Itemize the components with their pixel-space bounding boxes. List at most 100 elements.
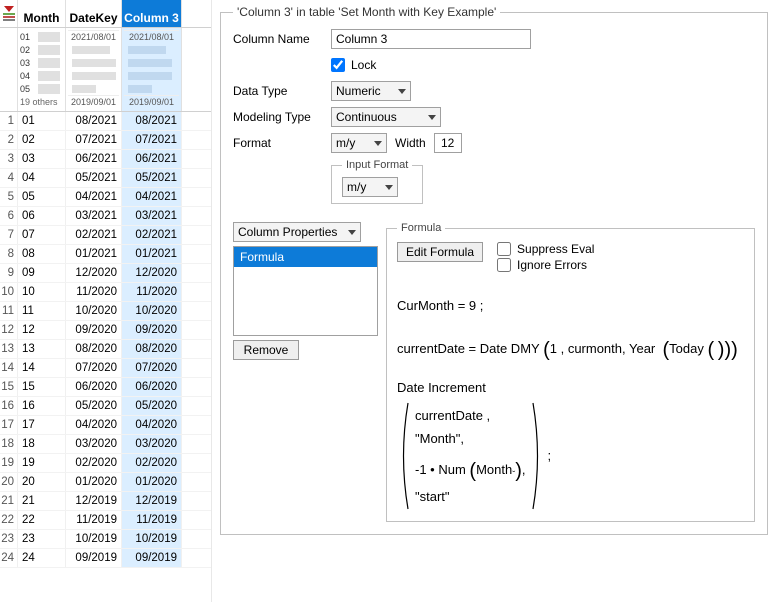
ignore-errors-checkbox[interactable]: Ignore Errors	[497, 258, 594, 272]
table-row[interactable]: 181803/202003/2020	[0, 435, 211, 454]
cell-datekey[interactable]: 02/2021	[66, 226, 122, 244]
table-row[interactable]: 60603/202103/2021	[0, 207, 211, 226]
cell-column3[interactable]: 04/2020	[122, 416, 182, 434]
cell-month[interactable]: 11	[18, 302, 66, 320]
cell-column3[interactable]: 10/2020	[122, 302, 182, 320]
cell-column3[interactable]: 12/2020	[122, 264, 182, 282]
table-row[interactable]: 232310/201910/2019	[0, 530, 211, 549]
table-row[interactable]: 161605/202005/2020	[0, 397, 211, 416]
cell-datekey[interactable]: 05/2020	[66, 397, 122, 415]
cell-datekey[interactable]: 09/2020	[66, 321, 122, 339]
properties-listbox[interactable]: Formula	[233, 246, 378, 336]
column-properties-combo[interactable]: Column Properties	[233, 222, 361, 242]
cell-datekey[interactable]: 05/2021	[66, 169, 122, 187]
cell-column3[interactable]: 01/2021	[122, 245, 182, 263]
table-row[interactable]: 40405/202105/2021	[0, 169, 211, 188]
cell-column3[interactable]: 06/2020	[122, 378, 182, 396]
table-row[interactable]: 30306/202106/2021	[0, 150, 211, 169]
column-header-column3[interactable]: Column 3	[122, 0, 182, 27]
table-row[interactable]: 141407/202007/2020	[0, 359, 211, 378]
cell-datekey[interactable]: 07/2020	[66, 359, 122, 377]
table-row[interactable]: 242409/201909/2019	[0, 549, 211, 568]
cell-column3[interactable]: 08/2020	[122, 340, 182, 358]
cell-month[interactable]: 22	[18, 511, 66, 529]
cell-month[interactable]: 24	[18, 549, 66, 567]
column-header-month[interactable]: Month	[18, 0, 66, 27]
table-row[interactable]: 20207/202107/2021	[0, 131, 211, 150]
cell-column3[interactable]: 10/2019	[122, 530, 182, 548]
cell-datekey[interactable]: 01/2020	[66, 473, 122, 491]
format-combo[interactable]: m/y	[331, 133, 387, 153]
cell-column3[interactable]: 11/2019	[122, 511, 182, 529]
table-row[interactable]: 50504/202104/2021	[0, 188, 211, 207]
table-row[interactable]: 90912/202012/2020	[0, 264, 211, 283]
cell-month[interactable]: 01	[18, 112, 66, 130]
table-row[interactable]: 191902/202002/2020	[0, 454, 211, 473]
table-row[interactable]: 212112/201912/2019	[0, 492, 211, 511]
table-row[interactable]: 111110/202010/2020	[0, 302, 211, 321]
cell-month[interactable]: 09	[18, 264, 66, 282]
cell-datekey[interactable]: 11/2019	[66, 511, 122, 529]
cell-datekey[interactable]: 03/2020	[66, 435, 122, 453]
remove-button[interactable]: Remove	[233, 340, 299, 360]
cell-month[interactable]: 07	[18, 226, 66, 244]
cell-column3[interactable]: 01/2020	[122, 473, 182, 491]
table-row[interactable]: 70702/202102/2021	[0, 226, 211, 245]
summary-month[interactable]: 01 02 03 04 05 19 others	[18, 28, 66, 111]
cell-datekey[interactable]: 11/2020	[66, 283, 122, 301]
cell-column3[interactable]: 09/2020	[122, 321, 182, 339]
cell-column3[interactable]: 06/2021	[122, 150, 182, 168]
cell-month[interactable]: 20	[18, 473, 66, 491]
cell-month[interactable]: 12	[18, 321, 66, 339]
datatype-combo[interactable]: Numeric	[331, 81, 411, 101]
cell-datekey[interactable]: 04/2020	[66, 416, 122, 434]
ignore-errors-input[interactable]	[497, 258, 511, 272]
cell-datekey[interactable]: 02/2020	[66, 454, 122, 472]
column-header-datekey[interactable]: DateKey	[66, 0, 122, 27]
cell-column3[interactable]: 04/2021	[122, 188, 182, 206]
summary-datekey[interactable]: 2021/08/01 2019/09/01	[66, 28, 122, 111]
cell-month[interactable]: 15	[18, 378, 66, 396]
cell-column3[interactable]: 11/2020	[122, 283, 182, 301]
table-row[interactable]: 202001/202001/2020	[0, 473, 211, 492]
cell-column3[interactable]: 02/2021	[122, 226, 182, 244]
cell-month[interactable]: 23	[18, 530, 66, 548]
edit-formula-button[interactable]: Edit Formula	[397, 242, 483, 262]
cell-column3[interactable]: 05/2021	[122, 169, 182, 187]
cell-datekey[interactable]: 04/2021	[66, 188, 122, 206]
cell-month[interactable]: 02	[18, 131, 66, 149]
cell-column3[interactable]: 03/2020	[122, 435, 182, 453]
cell-datekey[interactable]: 10/2019	[66, 530, 122, 548]
cell-month[interactable]: 04	[18, 169, 66, 187]
cell-datekey[interactable]: 10/2020	[66, 302, 122, 320]
cell-month[interactable]: 06	[18, 207, 66, 225]
cell-month[interactable]: 17	[18, 416, 66, 434]
table-row[interactable]: 131308/202008/2020	[0, 340, 211, 359]
modelingtype-combo[interactable]: Continuous	[331, 107, 441, 127]
table-row[interactable]: 80801/202101/2021	[0, 245, 211, 264]
cell-month[interactable]: 14	[18, 359, 66, 377]
cell-datekey[interactable]: 09/2019	[66, 549, 122, 567]
cell-month[interactable]: 03	[18, 150, 66, 168]
cell-column3[interactable]: 02/2020	[122, 454, 182, 472]
cell-month[interactable]: 21	[18, 492, 66, 510]
cell-column3[interactable]: 07/2020	[122, 359, 182, 377]
table-row[interactable]: 222211/201911/2019	[0, 511, 211, 530]
cell-month[interactable]: 08	[18, 245, 66, 263]
column-name-input[interactable]	[331, 29, 531, 49]
grid-corner-menu[interactable]	[0, 0, 18, 27]
cell-datekey[interactable]: 01/2021	[66, 245, 122, 263]
suppress-eval-input[interactable]	[497, 242, 511, 256]
cell-datekey[interactable]: 06/2020	[66, 378, 122, 396]
input-format-combo[interactable]: m/y	[342, 177, 398, 197]
suppress-eval-checkbox[interactable]: Suppress Eval	[497, 242, 594, 256]
property-item-formula[interactable]: Formula	[234, 247, 377, 267]
cell-datekey[interactable]: 12/2020	[66, 264, 122, 282]
cell-month[interactable]: 10	[18, 283, 66, 301]
cell-datekey[interactable]: 08/2020	[66, 340, 122, 358]
lock-checkbox-input[interactable]	[331, 58, 345, 72]
cell-month[interactable]: 18	[18, 435, 66, 453]
cell-datekey[interactable]: 08/2021	[66, 112, 122, 130]
cell-datekey[interactable]: 12/2019	[66, 492, 122, 510]
cell-datekey[interactable]: 06/2021	[66, 150, 122, 168]
